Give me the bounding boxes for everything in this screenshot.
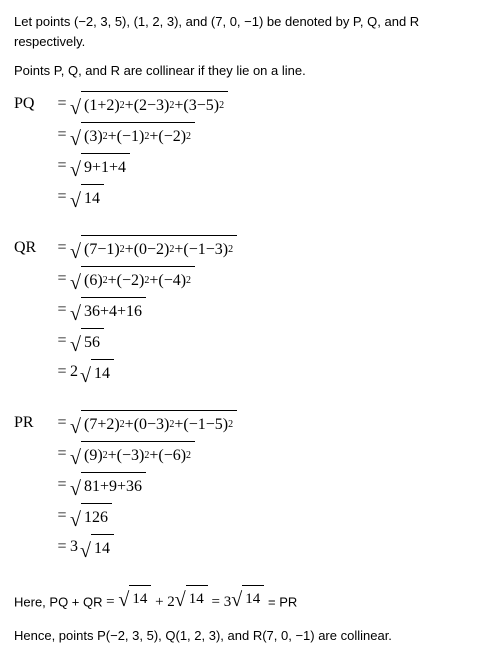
equals-sign: = [54,360,70,384]
equals-sign: = [54,92,70,116]
equals-sign: = [54,267,70,291]
sqrt-expr: √9+1+4 [70,153,130,180]
sqrt-expr: √14 [80,359,114,386]
sqrt-expr: √56 [70,328,104,355]
equals-sign: = [54,123,70,147]
sqrt-expr: √(9)2 +(−3)2 +(−6)2 [70,441,195,468]
intro-paragraph-2: Points P, Q, and R are collinear if they… [14,61,487,81]
sqrt-expr: √(6)2 +(−2)2 +(−4)2 [70,266,195,293]
sqrt-expr: √(3)2 +(−1)2 +(−2)2 [70,122,195,149]
equals-sign: = [54,154,70,178]
qr-derivation: QR = √(7−1)2 +(0−2)2 +(−1−3)2 = √(6)2 +(… [14,235,487,386]
equals-sign: = [54,185,70,209]
pq-label: PQ [14,92,54,116]
equals-sign: = [54,236,70,260]
summary-line: Here, PQ + QR = √14 + 2√14 = 3√14 = PR [14,585,487,614]
equals-sign: = [54,329,70,353]
conclusion-line: Hence, points P(−2, 3, 5), Q(1, 2, 3), a… [14,626,487,646]
summary-prefix: Here, PQ + QR [14,594,106,609]
pr-label: PR [14,411,54,435]
sqrt-expr: √36+4+16 [70,297,146,324]
summary-suffix: = PR [268,594,297,609]
equals-sign: = [54,298,70,322]
equals-sign: = [54,411,70,435]
equals-sign: = [54,504,70,528]
sqrt-expr: √14 [70,184,104,211]
sqrt-expr: √81+9+36 [70,472,146,499]
sqrt-expr: √(7−1)2 +(0−2)2 +(−1−3)2 [70,235,237,262]
coefficient: 2 [70,360,78,384]
coefficient: 3 [70,535,78,559]
sqrt-expr: √126 [70,503,112,530]
equals-sign: = [54,473,70,497]
pq-derivation: PQ = √(1+2)2 +(2−3)2 +(3−5)2 = √(3)2 +(−… [14,91,487,211]
equals-sign: = [54,535,70,559]
qr-label: QR [14,236,54,260]
sqrt-expr: √(1+2)2 +(2−3)2 +(3−5)2 [70,91,228,118]
sqrt-expr: √(7+2)2 +(0−3)2 +(−1−5)2 [70,410,237,437]
summary-math: = √14 + 2√14 = 3√14 [106,594,268,610]
pr-derivation: PR = √(7+2)2 +(0−3)2 +(−1−5)2 = √(9)2 +(… [14,410,487,561]
intro-paragraph-1: Let points (−2, 3, 5), (1, 2, 3), and (7… [14,12,487,51]
sqrt-expr: √14 [80,534,114,561]
equals-sign: = [54,442,70,466]
